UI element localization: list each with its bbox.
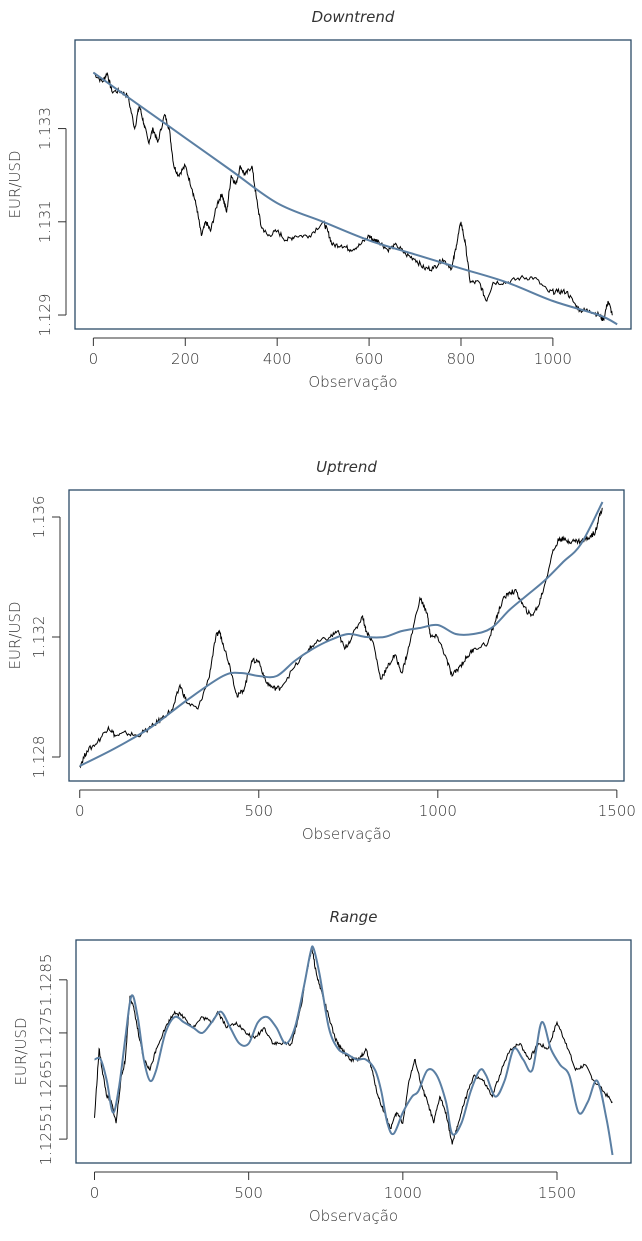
y-tick-label: 1.1265 <box>37 1060 55 1113</box>
plot-frame <box>74 39 632 330</box>
x-tick-label: 200 <box>171 350 200 368</box>
chart-panel-1: Uptrend 0 500 1000 1500 Observação 1.128 1.132 1… <box>6 458 636 843</box>
x-tick-label: 1500 <box>538 1184 576 1202</box>
y-tick-label: 1.128 <box>30 736 48 779</box>
trend-line <box>79 501 604 767</box>
x-tick-label: 500 <box>234 1184 263 1202</box>
y-tick-label: 1.132 <box>30 616 48 659</box>
x-tick-label: 0 <box>90 1184 100 1202</box>
trend-line <box>94 945 614 1156</box>
x-axis-label: Observação <box>302 825 391 843</box>
chart-title: Range <box>330 908 378 926</box>
x-tick-label: 1000 <box>534 350 572 368</box>
chart-title: Downtrend <box>312 8 395 26</box>
x-axis-label: Observação <box>308 373 397 391</box>
plot-frame <box>75 939 632 1164</box>
x-tick-label: 0 <box>89 350 99 368</box>
plot-frame <box>68 489 625 782</box>
x-tick-label: 1000 <box>384 1184 422 1202</box>
y-tick-label: 1.1285 <box>37 954 55 1007</box>
price-line <box>93 72 613 322</box>
y-axis-label: EUR/USD <box>6 602 24 670</box>
y-tick-label: 1.133 <box>36 107 54 150</box>
price-line <box>79 507 603 769</box>
x-tick-label: 1500 <box>598 802 636 820</box>
price-line <box>94 947 613 1145</box>
x-tick-label: 0 <box>75 802 85 820</box>
x-tick-label: 500 <box>244 802 273 820</box>
chart-panel-0: Downtrend 0 200 400 600 800 1000 Observação 1.12… <box>6 8 632 391</box>
x-tick-label: 600 <box>355 350 384 368</box>
y-tick-label: 1.136 <box>30 496 48 539</box>
x-tick-label: 800 <box>447 350 476 368</box>
y-tick-label: 1.131 <box>36 200 54 243</box>
trend-line <box>92 71 618 326</box>
y-tick-label: 1.1255 <box>37 1113 55 1166</box>
x-tick-label: 400 <box>263 350 292 368</box>
y-axis-label: EUR/USD <box>6 151 24 219</box>
chart-title: Uptrend <box>316 458 377 476</box>
y-axis-label: EUR/USD <box>12 1018 30 1086</box>
y-tick-label: 1.1275 <box>37 1007 55 1060</box>
x-tick-label: 1000 <box>419 802 457 820</box>
y-tick-label: 1.129 <box>36 294 54 337</box>
x-axis-label: Observação <box>309 1207 398 1225</box>
